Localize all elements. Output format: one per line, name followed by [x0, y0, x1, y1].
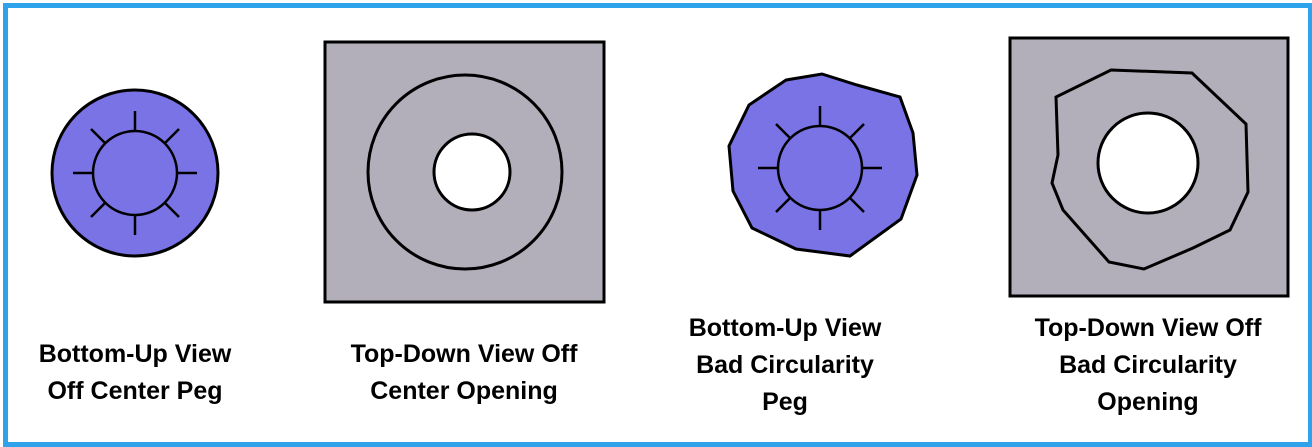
- opening-outline: [366, 73, 564, 271]
- peg-tick-marks: [73, 111, 197, 235]
- caption-line: Opening: [1097, 388, 1199, 416]
- caption-bad-circularity-opening: Top-Down View Off Bad Circularity Openin…: [1000, 310, 1296, 421]
- caption-line: Bottom-Up View: [38, 340, 232, 368]
- caption-line: Center Opening: [370, 377, 558, 405]
- bad-circularity-opening-figure: [1008, 36, 1290, 298]
- caption-line: Top-Down View Off: [1034, 314, 1262, 342]
- bad-circularity-peg-figure: [727, 72, 919, 258]
- peg-tick-marks: [758, 106, 882, 230]
- caption-line: Bad Circularity: [696, 351, 874, 379]
- caption-line: Top-Down View Off: [350, 340, 578, 368]
- peg-hole: [1096, 111, 1200, 215]
- off-center-peg-figure: [50, 88, 220, 258]
- caption-line: Bad Circularity: [1059, 351, 1237, 379]
- off-center-opening-figure: [323, 40, 606, 304]
- irregular-peg-body: [727, 72, 919, 258]
- irregular-opening-outline: [1050, 68, 1250, 271]
- caption-bad-circularity-peg: Bottom-Up View Bad Circularity Peg: [660, 310, 910, 421]
- caption-line: Off Center Peg: [47, 377, 223, 405]
- caption-line: Bottom-Up View: [688, 314, 882, 342]
- caption-off-center-opening: Top-Down View Off Center Opening: [318, 336, 610, 410]
- caption-line: Peg: [762, 388, 808, 416]
- caption-off-center-peg: Bottom-Up View Off Center Peg: [20, 336, 250, 410]
- peg-hole: [432, 132, 512, 212]
